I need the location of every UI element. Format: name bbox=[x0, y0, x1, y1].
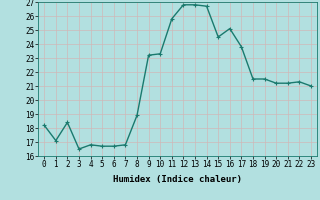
X-axis label: Humidex (Indice chaleur): Humidex (Indice chaleur) bbox=[113, 175, 242, 184]
